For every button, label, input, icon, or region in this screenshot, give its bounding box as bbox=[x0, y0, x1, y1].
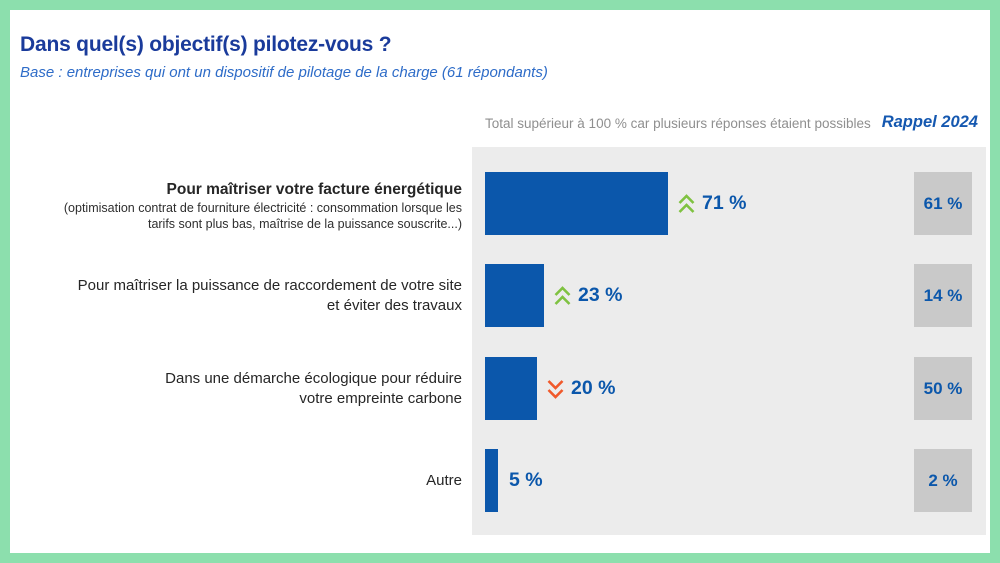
bar-value-label: 71 % bbox=[702, 192, 747, 214]
bar bbox=[485, 172, 668, 235]
bar bbox=[485, 264, 544, 327]
category-label-line: Autre bbox=[426, 471, 462, 489]
recall-2024-value: 61 % bbox=[914, 172, 972, 235]
category-label-line: Pour maîtriser votre facture énergétique bbox=[166, 181, 462, 199]
bar-row: 23 % bbox=[485, 264, 622, 327]
bar-value-label: 5 % bbox=[509, 469, 543, 491]
category-sublabel-line: (optimisation contrat de fourniture élec… bbox=[63, 201, 462, 216]
category-label: Pour maîtriser votre facture énergétique… bbox=[20, 175, 462, 238]
page-title: Dans quel(s) objectif(s) pilotez-vous ? bbox=[20, 33, 392, 56]
recall-2024-header: Rappel 2024 bbox=[881, 113, 978, 131]
category-sublabel-line: tarifs sont plus bas, maîtrise de la pui… bbox=[147, 217, 462, 232]
trend-up-icon bbox=[677, 193, 696, 215]
trend-up-icon bbox=[553, 285, 572, 307]
trend-down-icon bbox=[546, 378, 565, 400]
bar-row: 20 % bbox=[485, 357, 615, 420]
page-subtitle: Base : entreprises qui ont un dispositif… bbox=[20, 64, 548, 81]
bar bbox=[485, 449, 498, 512]
bar-row: 5 % bbox=[485, 449, 543, 512]
bar bbox=[485, 357, 537, 420]
category-label: Dans une démarche écologique pour réduir… bbox=[20, 357, 462, 420]
bar-value-label: 20 % bbox=[571, 377, 616, 399]
category-label-line: Pour maîtriser la puissance de raccordem… bbox=[77, 277, 462, 295]
recall-2024-value: 50 % bbox=[914, 357, 972, 420]
recall-2024-value: 2 % bbox=[914, 449, 972, 512]
bar-row: 71 % bbox=[485, 172, 746, 235]
category-label-line: votre empreinte carbone bbox=[299, 389, 462, 407]
recall-2024-value: 14 % bbox=[914, 264, 972, 327]
category-label: Autre bbox=[20, 449, 462, 512]
chart-note: Total supérieur à 100 % car plusieurs ré… bbox=[485, 116, 871, 131]
category-label-line: Dans une démarche écologique pour réduir… bbox=[165, 370, 462, 388]
category-label: Pour maîtriser la puissance de raccordem… bbox=[20, 264, 462, 327]
category-label-line: et éviter des travaux bbox=[326, 296, 462, 314]
bar-value-label: 23 % bbox=[578, 284, 623, 306]
